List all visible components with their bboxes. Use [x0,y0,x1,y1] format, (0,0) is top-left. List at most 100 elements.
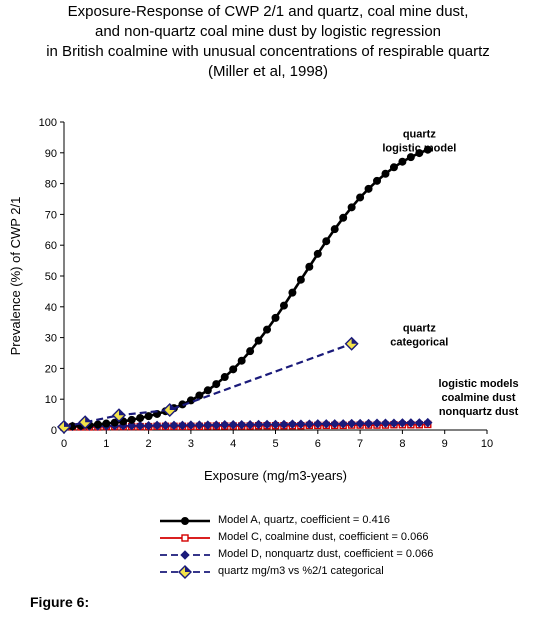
series-line [63,342,353,428]
y-tick-label: 70 [45,209,57,221]
data-point-shade [351,337,358,344]
legend-marker [181,517,189,525]
data-point [296,275,305,284]
data-point [177,420,188,431]
data-point [57,419,71,434]
data-point [220,420,230,430]
data-point [288,288,297,297]
x-tick-label: 9 [442,438,448,450]
legend-marker [180,550,190,560]
data-point [313,249,322,258]
x-tick-label: 0 [61,438,67,450]
data-point [346,418,357,429]
x-tick-label: 2 [146,438,152,450]
data-point [305,262,314,271]
title-line-4: (Miller et al, 1998) [207,63,329,80]
x-tick-label: 1 [103,438,109,450]
data-point [169,420,179,431]
y-tick-label: 20 [45,363,57,375]
x-tick-label: 10 [481,438,493,450]
data-point [380,418,391,428]
data-point [313,419,323,429]
x-tick-label: 8 [399,438,405,450]
data-point [322,237,331,246]
data-point [339,213,348,222]
data-point [237,356,246,365]
legend-label: Model C, coalmine dust, coefficient = 0.… [218,531,429,543]
data-point [228,420,238,430]
y-tick-label: 50 [45,271,57,283]
data-point [304,419,315,429]
data-point [373,176,382,185]
legend-swatch [160,550,210,560]
annotation-2-line-0: logistic models [439,378,519,390]
chart-plot: 0 1 2 3 4 5 6 7 8 9 100102030405060708090100Exposu… [8,117,519,483]
y-tick-label: 80 [45,179,57,191]
data-point [406,418,416,428]
data-point [112,408,126,423]
data-point [194,420,205,430]
data-point [245,420,255,430]
data-point [423,145,432,154]
data-point [110,418,119,427]
data-point [398,157,407,166]
legend-marker [178,565,192,579]
figure-label: Figure 6: [30,594,90,610]
x-tick-label: 4 [230,438,236,450]
data-point [321,419,331,429]
y-tick-label: 100 [39,117,57,129]
data-point [355,418,365,429]
legend-label: Model D, nonquartz dust, coefficient = 0… [218,548,434,560]
data-point [236,420,247,430]
legend-label: quartz mg/m3 vs %2/1 categorical [218,565,384,577]
data-point [279,419,289,430]
title-line-3: in British coalmine with unusual concent… [46,43,490,60]
data-point [363,418,374,429]
data-point [93,420,102,429]
series-0 [60,145,432,431]
legend-marker-shade [185,566,191,572]
data-point [406,153,415,162]
data-point [271,313,280,322]
data-point [423,417,433,428]
data-point [211,420,221,430]
data-point [356,193,365,202]
chart-title: Exposure-Response of CWP 2/1 and quartz,… [0,2,536,82]
data-point-shade [85,416,92,423]
data-point [78,415,93,430]
data-point [381,169,390,178]
y-tick-label: 90 [45,148,57,160]
legend-marker [181,534,189,542]
data-point [330,419,340,429]
data-point [246,347,255,356]
data-point [186,420,196,430]
data-point [296,419,306,429]
annotation-1-line-1: categorical [390,336,448,348]
data-point [270,419,281,430]
data-point [203,386,212,395]
annotation-0-line-0: quartz [403,128,437,140]
data-point [136,413,145,422]
data-point [160,420,171,431]
legend-swatch [160,565,210,579]
annotation-1-line-0: quartz [403,322,437,334]
data-point [263,325,272,334]
data-point [414,418,425,428]
y-tick-label: 0 [51,425,57,437]
x-axis-label: Exposure (mg/m3-years) [204,468,347,483]
data-point [344,336,359,351]
annotation-2-line-2: nonquartz dust [439,406,519,418]
data-point [195,391,204,400]
data-point [253,419,264,430]
data-point [126,420,137,431]
data-point-shade [118,409,125,416]
x-tick-label: 6 [315,438,321,450]
y-tick-label: 10 [45,394,57,406]
y-tick-label: 60 [45,240,57,252]
data-point [389,418,399,428]
data-point-shade [169,403,176,410]
title-line-1: Exposure-Response of CWP 2/1 and quartz,… [67,3,469,20]
data-point [347,203,356,212]
series-3 [57,336,359,434]
x-tick-label: 5 [272,438,278,450]
